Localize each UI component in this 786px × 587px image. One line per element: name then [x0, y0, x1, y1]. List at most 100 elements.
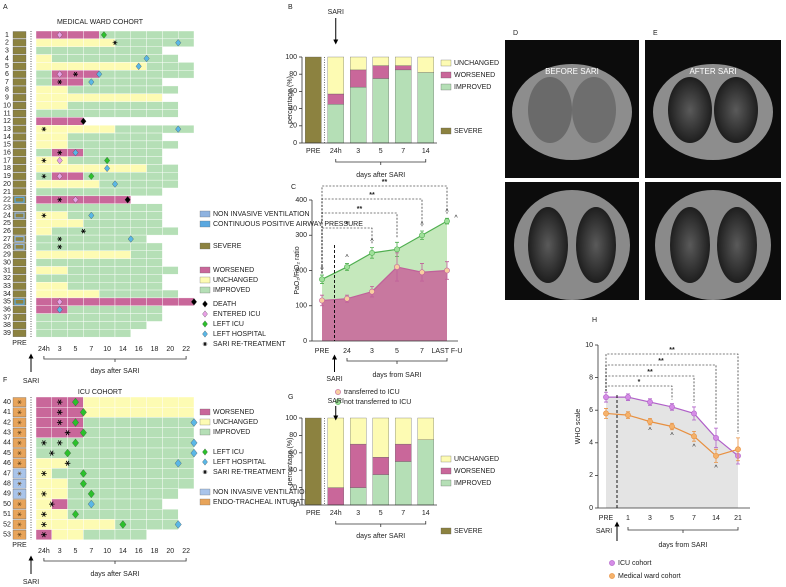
row-label: 9 — [5, 95, 9, 102]
status-cell — [114, 85, 132, 94]
y-tick-label: 20 — [289, 123, 297, 130]
status-cell — [146, 172, 163, 181]
marker-label: SARI — [23, 579, 39, 586]
caret: ^ — [454, 215, 458, 222]
status-cell — [67, 242, 84, 251]
status-cell — [51, 132, 68, 142]
status-cell — [98, 148, 116, 157]
caret: ^ — [345, 254, 349, 261]
status-cell — [83, 148, 100, 157]
status-cell — [35, 179, 53, 189]
status-cell — [98, 289, 116, 299]
status-cell — [98, 93, 116, 102]
bar-segment — [349, 69, 367, 88]
status-cell — [177, 70, 195, 79]
status-cell — [83, 305, 100, 314]
event-diamond — [72, 418, 79, 427]
status-cell — [146, 519, 163, 530]
legend-swatch — [440, 83, 452, 91]
x-bracket — [43, 558, 187, 564]
support-star — [17, 410, 22, 415]
status-cell — [35, 109, 53, 118]
status-cell — [51, 62, 68, 71]
event-diamond — [202, 448, 208, 456]
status-cell — [51, 211, 68, 220]
x-tick-label: 3 — [58, 346, 62, 353]
severity-box — [12, 251, 27, 259]
status-cell — [51, 38, 68, 47]
bar-segment — [327, 93, 344, 105]
status-cell — [67, 30, 84, 40]
ct-lung — [528, 207, 568, 283]
legend-swatch — [440, 455, 452, 463]
x-tick-label: 22 — [182, 346, 190, 353]
row-label: 21 — [3, 189, 11, 196]
support-swatch — [199, 498, 211, 506]
status-cell — [162, 437, 179, 449]
event-diamond — [87, 499, 95, 509]
status-swatch — [199, 276, 211, 284]
severity-box — [12, 282, 27, 290]
row-label: 1 — [5, 32, 9, 39]
status-cell — [162, 468, 179, 479]
status-cell — [35, 54, 53, 63]
status-cell — [98, 77, 116, 87]
x-axis-label: days from SARI — [658, 542, 707, 549]
status-cell — [130, 427, 147, 439]
status-cell — [114, 447, 132, 459]
x-axis-label: days from SARI — [372, 372, 421, 379]
status-cell — [83, 437, 100, 449]
status-cell — [67, 305, 84, 314]
status-cell — [35, 289, 53, 299]
status-cell — [177, 468, 195, 479]
status-cell — [35, 274, 53, 283]
severity-box — [12, 141, 27, 149]
event-star — [41, 532, 47, 538]
status-cell — [67, 258, 84, 267]
bar-segment — [372, 65, 389, 79]
x-tick-label: 24 — [343, 348, 351, 355]
legend-label: ICU cohort — [618, 560, 652, 567]
status-cell — [51, 266, 68, 275]
bar-segment — [349, 86, 367, 144]
support-star — [17, 461, 22, 466]
severity-box — [12, 321, 27, 329]
status-cell — [130, 172, 147, 181]
row-label: 8 — [5, 87, 9, 94]
status-cell — [35, 321, 53, 330]
x-tick-label: 5 — [74, 548, 78, 555]
caret: ^ — [714, 465, 718, 472]
status-cell — [130, 242, 147, 251]
status-cell — [114, 468, 132, 479]
y-tick-label: 0 — [293, 502, 297, 509]
x-tick-label: 14 — [712, 515, 720, 522]
row-label: 17 — [3, 157, 11, 164]
panel-letter: B — [288, 4, 293, 11]
x-bracket — [335, 521, 427, 527]
status-cell — [35, 195, 53, 204]
status-cell — [51, 85, 68, 94]
event-diamond — [124, 196, 131, 204]
row-label: 40 — [3, 399, 11, 406]
status-cell — [130, 529, 147, 540]
event-diamond — [80, 117, 87, 125]
status-cell — [98, 258, 116, 267]
x-tick-label: 24h — [330, 148, 342, 155]
status-cell — [35, 70, 53, 79]
status-cell — [114, 203, 132, 212]
severity-box — [12, 102, 27, 110]
status-cell — [98, 417, 116, 428]
status-cell — [130, 46, 147, 55]
bar-segment — [394, 417, 412, 445]
status-cell — [51, 46, 68, 55]
status-cell — [35, 234, 53, 244]
status-cell — [114, 407, 132, 418]
bar-segment — [304, 56, 322, 144]
support-star — [17, 400, 22, 404]
status-cell — [130, 396, 147, 408]
status-cell — [98, 62, 116, 71]
status-cell — [83, 219, 100, 228]
x-tick-label: 14 — [119, 548, 127, 555]
severity-box — [12, 235, 27, 243]
status-cell — [114, 164, 132, 173]
